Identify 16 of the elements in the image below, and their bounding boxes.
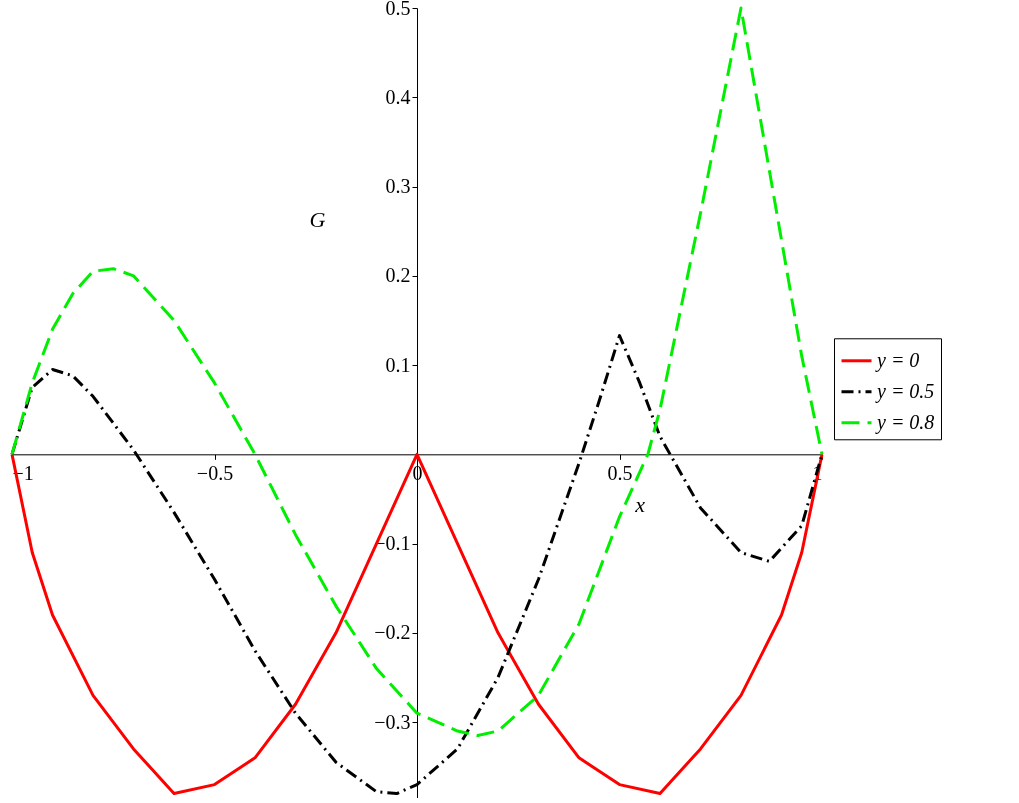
x-axis-title: x <box>634 491 646 517</box>
y-tick-label: 0.3 <box>385 175 411 198</box>
legend-label: y = 0.8 <box>875 410 935 434</box>
line-series <box>10 452 824 796</box>
legend-label: y = 0.5 <box>875 379 935 403</box>
y-tick-label: 0.5 <box>385 0 411 19</box>
y-tick-label: −0.2 <box>374 621 411 644</box>
y-tick-label: 0.2 <box>385 264 411 287</box>
legend-label: y = 0 <box>875 348 920 372</box>
x-tick-label: 0.5 <box>607 461 633 484</box>
y-tick-label: 0.4 <box>385 85 411 108</box>
y-axis-title: G <box>309 206 326 232</box>
y-tick-label: −0.1 <box>374 532 411 555</box>
y-tick-label: −0.3 <box>374 710 411 733</box>
y-tick-label: 0.1 <box>385 353 411 376</box>
x-tick-label: −0.5 <box>196 461 234 484</box>
